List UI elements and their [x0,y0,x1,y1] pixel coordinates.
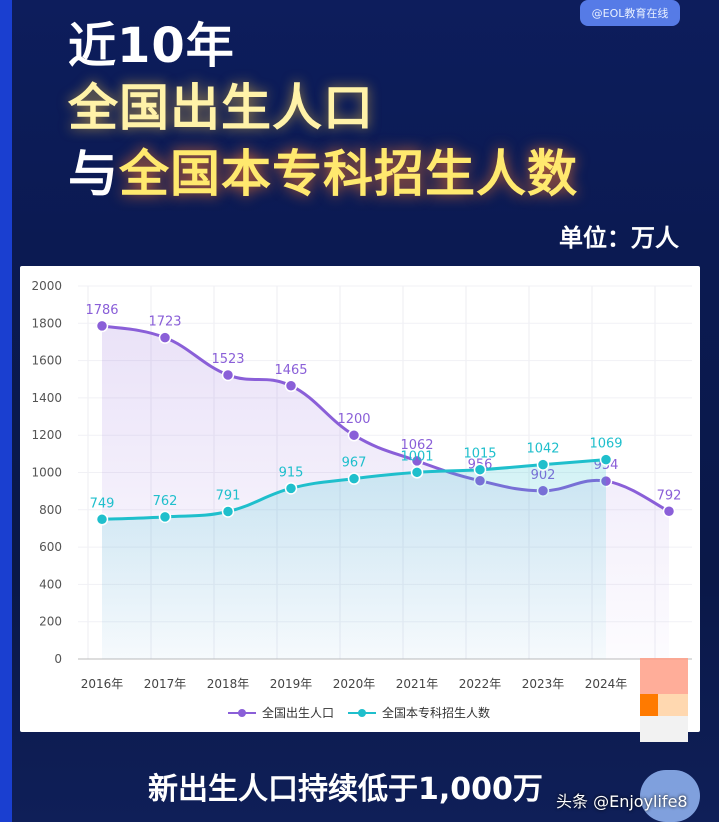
legend-swatch-enrollment [348,708,377,718]
decorative-bubble [640,770,700,822]
legend-label-births: 全国出生人口 [262,706,335,720]
legend-item-births[interactable]: 全国出生人口 [228,704,334,721]
legend-swatch-births [228,708,256,718]
y-tick-label: 1400 [31,391,62,405]
data-point-enrollment [410,466,424,479]
data-point-births [347,428,361,442]
y-tick-label: 600 [39,540,62,554]
left-accent-bar [0,0,12,822]
data-label-enrollment: 1042 [526,442,559,457]
unit-label: 单位：万人 [559,224,679,252]
decorative-square-salmon [640,658,688,694]
y-tick-label: 800 [39,503,62,517]
data-point-enrollment [95,513,109,526]
title-line-3: 与全国本专科招生人数 [68,134,578,206]
data-label-births: 1523 [211,352,244,367]
x-tick-label: 2023年 [522,677,565,691]
data-point-births [284,379,298,393]
y-tick-label: 200 [39,615,62,629]
data-label-enrollment: 1069 [589,437,622,452]
data-point-enrollment [284,482,298,495]
data-point-enrollment [536,458,550,471]
title-line-3-prefix: 与 [68,145,119,203]
eol-watermark-badge: @EOL教育在线 [580,0,680,26]
data-label-births: 1200 [337,412,370,427]
data-label-births: 792 [657,488,682,503]
data-point-births [662,505,676,518]
legend-label-enrollment: 全国本专科招生人数 [382,706,491,720]
data-label-births: 1062 [400,438,433,453]
data-point-enrollment [158,510,172,524]
chart-legend: 全国出生人口 全国本专科招生人数 [228,704,490,721]
x-tick-label: 2024年 [585,677,628,691]
data-label-enrollment: 749 [90,496,115,511]
line-chart: 0 200 400 600 800 1000 1200 1400 1600 1800 2000 201… [31,279,692,691]
decorative-square-light [640,716,688,742]
decorative-square-peach [658,694,688,716]
data-point-enrollment [599,453,613,466]
title-line-3-highlight: 全国本专科招生人数 [119,145,578,203]
footer-caption: 新出生人口持续低于1,000万 [148,772,543,807]
y-tick-label: 1600 [31,354,62,368]
y-tick-label: 0 [54,652,62,666]
data-label-enrollment: 1001 [400,449,433,464]
data-label-births: 1786 [85,303,118,318]
series-area-enrollment [102,459,606,659]
data-label-enrollment: 791 [216,488,241,503]
data-point-enrollment [473,463,487,476]
data-label-enrollment: 967 [342,456,367,471]
data-label-enrollment: 915 [279,465,304,480]
data-point-enrollment [221,505,235,518]
x-tick-label: 2022年 [459,677,502,691]
x-tick-label: 2017年 [144,677,187,691]
data-label-enrollment: 1015 [463,447,496,462]
legend-item-enrollment[interactable]: 全国本专科招生人数 [348,704,490,721]
x-tick-label: 2019年 [270,677,313,691]
data-point-births [221,368,235,382]
data-point-births [158,331,172,344]
y-tick-label: 1800 [31,316,62,330]
x-tick-label: 2021年 [396,677,439,691]
x-tick-label: 2018年 [207,677,250,691]
title-line-1: 近10年 [68,18,235,74]
data-label-births: 1465 [274,363,307,378]
data-label-enrollment: 762 [153,494,178,509]
credit-text: 头条 @Enjoylife8 [556,792,688,811]
y-tick-label: 1000 [31,466,62,480]
y-tick-label: 2000 [31,279,62,293]
decorative-square-orange [640,694,658,716]
y-tick-label: 400 [39,577,62,591]
data-point-births [95,319,109,333]
data-label-births: 1723 [148,315,181,330]
x-tick-label: 2016年 [81,677,124,691]
y-tick-label: 1200 [31,428,62,442]
decorative-squares [640,658,690,742]
x-tick-label: 2020年 [333,677,376,691]
title-line-2: 全国出生人口 [68,79,374,137]
chart-card: 0 200 400 600 800 1000 1200 1400 1600 1800 2000 201… [20,266,700,732]
data-point-enrollment [347,472,361,485]
